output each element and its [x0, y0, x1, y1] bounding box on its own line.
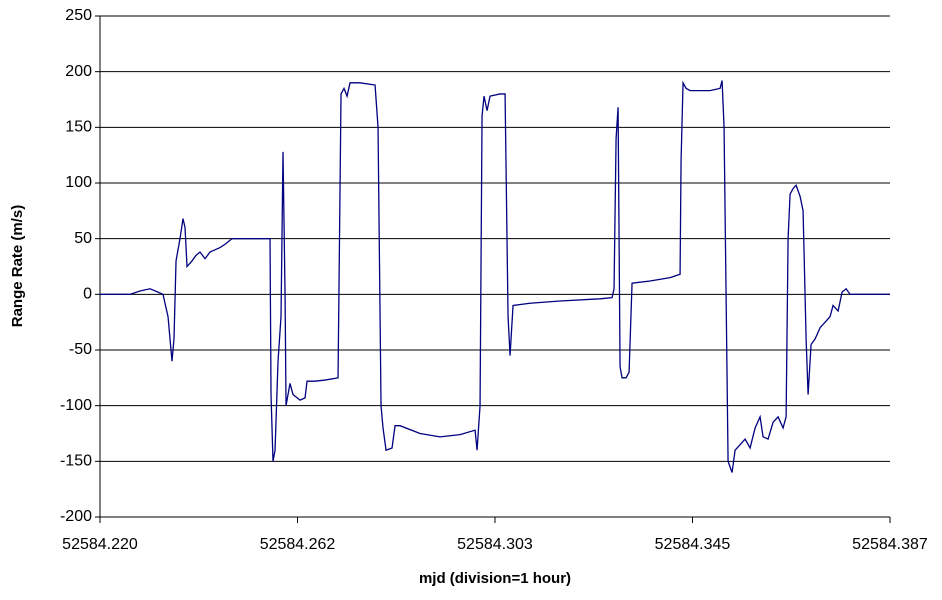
x-tick-label: 52584.303 — [457, 536, 533, 553]
x-tick-label: 52584.262 — [260, 536, 336, 553]
y-tick-label: 50 — [74, 230, 92, 247]
y-tick-label: 250 — [65, 7, 92, 24]
x-tick-label: 52584.345 — [655, 536, 731, 553]
y-tick-label: 100 — [65, 174, 92, 191]
x-tick-label: 52584.387 — [852, 536, 928, 553]
y-axis-title: Range Rate (m/s) — [9, 205, 26, 328]
y-tick-label: 150 — [65, 119, 92, 136]
y-tick-label: -150 — [60, 453, 92, 470]
x-tick-label: 52584.220 — [62, 536, 138, 553]
y-tick-label: 0 — [83, 286, 92, 303]
y-tick-label: -50 — [69, 341, 92, 358]
y-tick-label: -200 — [60, 508, 92, 525]
x-axis-title: mjd (division=1 hour) — [419, 570, 571, 587]
y-tick-label: 200 — [65, 63, 92, 80]
data-line — [100, 80, 890, 473]
y-tick-label: -100 — [60, 397, 92, 414]
